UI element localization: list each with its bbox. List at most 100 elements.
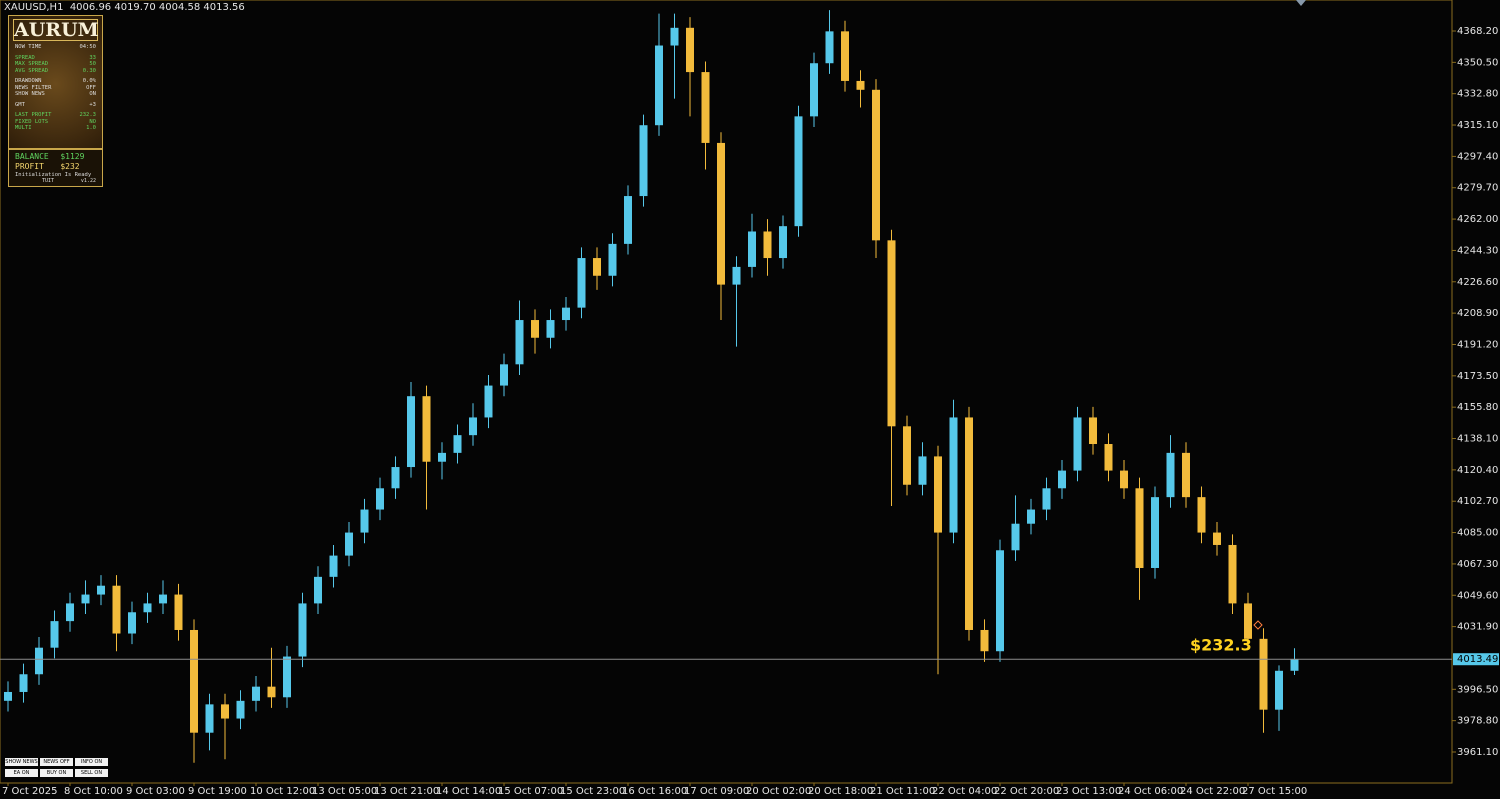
x-tick-label: 9 Oct 03:00 xyxy=(126,786,185,797)
x-tick-label: 17 Oct 09:00 xyxy=(684,786,749,797)
candle-body xyxy=(205,704,214,733)
candle-body xyxy=(639,125,648,197)
value: $232 xyxy=(60,162,80,171)
plot-frame xyxy=(0,0,1453,784)
candle-body xyxy=(4,691,12,701)
toggle-button[interactable]: EA ON xyxy=(5,769,38,777)
y-tick-label: 4279.70 xyxy=(1457,183,1498,194)
panel-row: NEWS FILTER OFF xyxy=(15,85,96,92)
x-tick-label: 20 Oct 02:00 xyxy=(746,786,811,797)
candle-body xyxy=(546,320,555,338)
panel-row: SHOW NEWS ON xyxy=(15,91,96,98)
candle-body xyxy=(1058,470,1066,489)
x-tick-label: 10 Oct 12:00 xyxy=(250,786,315,797)
candle-body xyxy=(283,656,291,698)
candle-body xyxy=(825,31,834,64)
candle-body xyxy=(1197,497,1206,533)
y-tick-label: 3961.10 xyxy=(1457,747,1498,758)
candle-body xyxy=(593,258,601,276)
balance-row: BALANCE $1129 xyxy=(15,152,96,162)
symbol: XAUUSD,H1 xyxy=(4,2,64,13)
toggle-button[interactable]: NEWS OFF xyxy=(40,758,73,766)
candle-body xyxy=(50,621,59,648)
y-tick-label: 4350.50 xyxy=(1457,57,1498,68)
candle-body xyxy=(1290,659,1299,671)
y-tick-label: 4332.80 xyxy=(1457,89,1498,100)
panel-row: SPREAD 33 xyxy=(15,55,96,62)
x-tick-label: 14 Oct 14:00 xyxy=(436,786,501,797)
candle-body xyxy=(236,700,245,719)
candle-body xyxy=(794,116,803,227)
toggle-button[interactable]: INFO ON xyxy=(75,758,108,766)
y-tick-label: 4297.40 xyxy=(1457,151,1498,162)
candle-body xyxy=(965,417,973,630)
y-tick-label: 4262.00 xyxy=(1457,214,1498,225)
candle-body xyxy=(438,452,446,462)
x-tick-label: 27 Oct 15:00 xyxy=(1242,786,1307,797)
candle-body xyxy=(484,385,493,418)
candle-body xyxy=(670,27,679,46)
panel-row: MAX SPREAD 50 xyxy=(15,61,96,68)
candle-body xyxy=(469,417,477,436)
row-value: 50 xyxy=(89,61,96,67)
candle-body xyxy=(221,704,229,719)
row-label: SPREAD xyxy=(15,54,35,61)
candle-body xyxy=(1151,497,1159,568)
candle-body xyxy=(97,585,105,595)
ea-panel: AURUM NOW TIME 04:50 SPREAD 33 MAX SPREAD 50 A… xyxy=(8,15,103,187)
candle-body xyxy=(872,89,880,241)
row-label: NOW TIME xyxy=(15,44,42,50)
candle-body xyxy=(686,27,694,73)
candle-body xyxy=(903,426,911,485)
candle-body xyxy=(887,240,896,427)
candle-body xyxy=(1042,488,1051,510)
candle-body xyxy=(143,603,152,613)
candle-body xyxy=(949,417,958,533)
candle-body xyxy=(267,686,276,698)
row-value: 04:50 xyxy=(79,44,96,50)
y-tick-label: 4244.30 xyxy=(1457,245,1498,256)
candle-body xyxy=(159,594,167,604)
x-tick-label: 23 Oct 13:00 xyxy=(1056,786,1121,797)
candle-body xyxy=(810,63,818,117)
candle-body xyxy=(856,80,865,90)
toggle-button[interactable]: SELL ON xyxy=(75,769,108,777)
panel-title: AURUM xyxy=(13,19,99,41)
x-tick-label: 9 Oct 19:00 xyxy=(188,786,247,797)
balance-box: BALANCE $1129 PROFIT $232 Initialization I… xyxy=(9,148,102,186)
ohlc: 4006.96 4019.70 4004.58 4013.56 xyxy=(69,2,245,13)
candle-body xyxy=(562,307,570,321)
row-label: MULTI xyxy=(15,125,32,131)
candle-body xyxy=(1182,452,1190,498)
row-value: 1.0 xyxy=(86,125,96,131)
y-tick-label: 4067.30 xyxy=(1457,559,1498,570)
profit-annotation: $232.3 xyxy=(1190,636,1252,655)
candle-body xyxy=(314,576,322,604)
candle-body xyxy=(732,266,741,285)
row-label: AVG SPREAD xyxy=(15,67,49,74)
candle-body xyxy=(701,72,710,143)
candle-body xyxy=(1244,603,1252,639)
candle-body xyxy=(1275,670,1283,710)
y-tick-label: 4049.60 xyxy=(1457,590,1498,601)
toggle-button[interactable]: BUY ON xyxy=(40,769,73,777)
row-value: +3 xyxy=(89,101,96,108)
candle-body xyxy=(1213,532,1221,545)
candle-body xyxy=(1089,417,1097,445)
row-value: OFF xyxy=(86,84,96,91)
panel-row: LAST PROFIT 232.3 xyxy=(15,112,96,119)
candle-body xyxy=(980,629,989,652)
y-tick-label: 4155.80 xyxy=(1457,402,1498,413)
x-tick-label: 13 Oct 05:00 xyxy=(312,786,377,797)
candle-body xyxy=(112,585,121,634)
panel-row: DRAWDOWN 0.0% xyxy=(15,78,96,85)
y-tick-label: 4208.90 xyxy=(1457,308,1498,319)
panel-row: GMT +3 xyxy=(15,102,96,109)
candle-body xyxy=(1011,523,1020,551)
candle-body xyxy=(360,509,369,533)
candle-body xyxy=(624,196,632,244)
candle-body xyxy=(376,488,384,510)
y-tick-label: 4191.20 xyxy=(1457,339,1498,350)
toggle-button[interactable]: SHOW NEWS xyxy=(5,758,38,766)
